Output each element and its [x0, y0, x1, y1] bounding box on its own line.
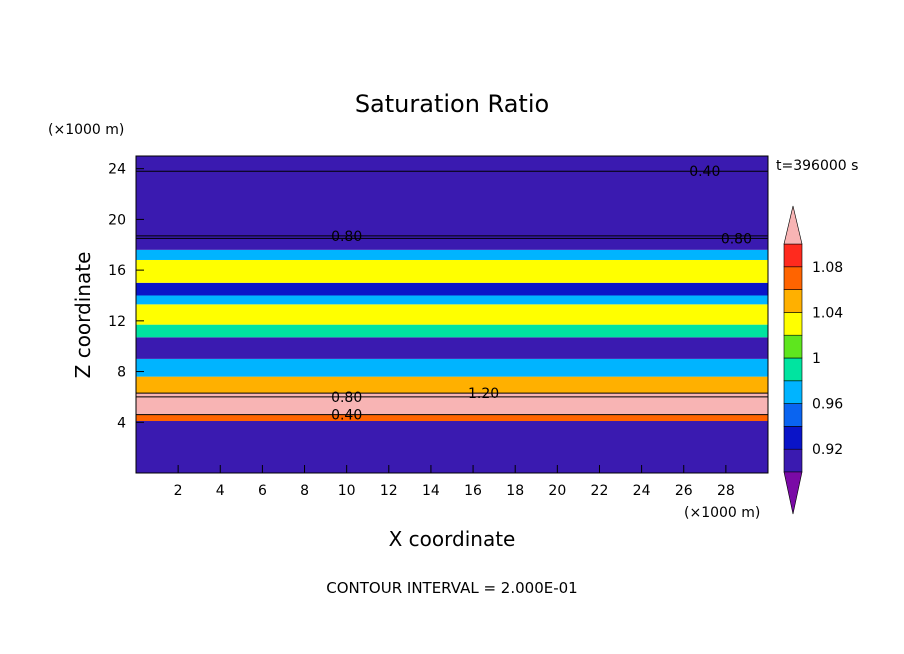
contour-label: 0.80	[331, 229, 362, 245]
saturation-band	[136, 295, 768, 305]
colorbar-swatch	[783, 448, 803, 473]
x-tick-label: 12	[380, 483, 398, 499]
saturation-band	[136, 358, 768, 377]
x-tick-label: 28	[717, 483, 735, 499]
x-tick-label: 14	[422, 483, 440, 499]
saturation-band	[136, 304, 768, 325]
y-tick-label: 24	[108, 162, 126, 178]
contour-label: 0.40	[689, 164, 720, 180]
y-units-label: (×1000 m)	[48, 122, 124, 138]
contour-label: 0.80	[721, 231, 752, 247]
x-tick-label: 8	[300, 483, 309, 499]
colorbar-swatch	[783, 266, 803, 290]
x-tick-label: 20	[548, 483, 566, 499]
colorbar-label: 1.08	[812, 260, 843, 276]
saturation-band	[136, 376, 768, 394]
plot-area	[136, 156, 768, 473]
x-axis: 2 4 6 8 10 12 14 16 18 20 22 24 26 28	[174, 465, 735, 499]
colorbar-swatch	[783, 357, 803, 382]
colorbar-swatch	[783, 403, 803, 427]
y-tick-label: 4	[117, 415, 126, 431]
saturation-band	[136, 259, 768, 283]
colorbar-min-triangle	[783, 471, 803, 515]
contour-label: 0.80	[331, 390, 362, 406]
colorbar-label: 0.96	[812, 397, 843, 413]
time-label: t=396000 s	[776, 158, 858, 174]
y-axis: 4 8 12 16 20 24	[108, 162, 144, 431]
colorbar: 0.92 0.96 1 1.04 1.08	[783, 205, 843, 515]
x-tick-label: 16	[464, 483, 482, 499]
contour-lines: 0.40 0.40 0.80 0.80 0.80 1.20	[136, 164, 768, 424]
x-tick-label: 26	[675, 483, 693, 499]
x-tick-label: 24	[633, 483, 651, 499]
colorbar-swatch	[783, 426, 803, 450]
x-tick-label: 18	[506, 483, 524, 499]
colorbar-max-triangle	[783, 205, 803, 245]
saturation-band	[136, 337, 768, 359]
saturation-band	[136, 421, 768, 473]
saturation-band	[136, 393, 768, 415]
colorbar-label: 0.92	[812, 442, 843, 458]
x-tick-label: 2	[174, 483, 183, 499]
colorbar-label: 1.04	[812, 305, 843, 321]
saturation-band	[136, 249, 768, 260]
x-axis-label: X coordinate	[389, 527, 516, 551]
colorbar-swatch	[783, 243, 803, 268]
footer-note: CONTOUR INTERVAL = 2.000E-01	[326, 579, 577, 597]
y-tick-label: 16	[108, 263, 126, 279]
saturation-band	[136, 414, 768, 422]
plot-frame	[135, 155, 769, 474]
colorbar-swatch	[783, 312, 803, 336]
chart-title: Saturation Ratio	[355, 90, 549, 118]
x-units-label: (×1000 m)	[684, 505, 760, 521]
x-tick-label: 22	[591, 483, 609, 499]
colorbar-swatch	[783, 334, 803, 359]
y-tick-label: 12	[108, 314, 126, 330]
x-tick-label: 4	[216, 483, 225, 499]
contour-label: 1.20	[468, 386, 499, 402]
y-tick-label: 20	[108, 212, 126, 228]
saturation-band	[136, 282, 768, 296]
colorbar-swatch	[783, 289, 803, 313]
contour-label: 0.40	[331, 408, 362, 424]
colorbar-label: 1	[812, 351, 821, 367]
y-tick-label: 8	[117, 365, 126, 381]
y-axis-label: Z coordinate	[71, 252, 95, 379]
colorbar-swatch	[783, 380, 803, 404]
x-tick-label: 10	[338, 483, 356, 499]
saturation-band	[136, 324, 768, 338]
x-tick-label: 6	[258, 483, 267, 499]
